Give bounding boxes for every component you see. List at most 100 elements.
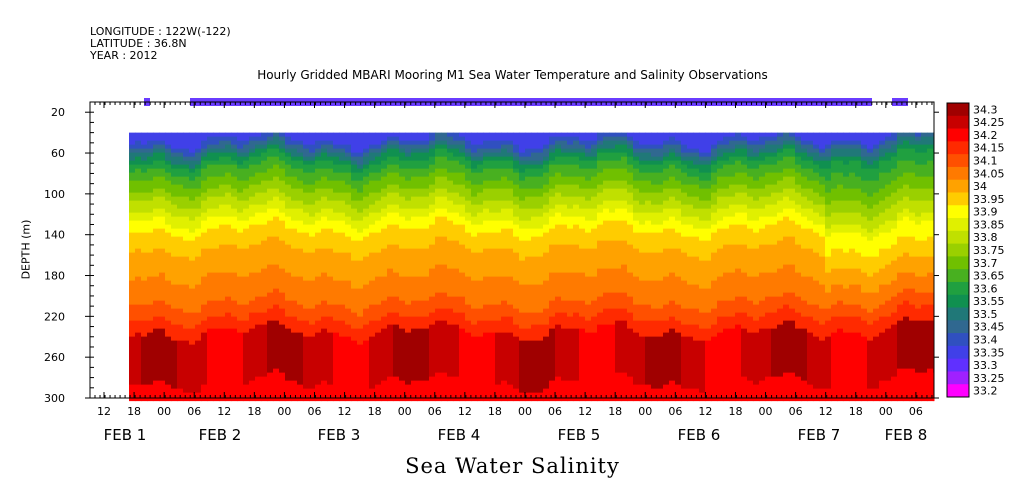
salinity-cell — [219, 352, 226, 358]
salinity-cell — [153, 324, 160, 330]
salinity-cell — [339, 252, 346, 258]
salinity-cell — [501, 248, 508, 254]
salinity-cell — [279, 304, 286, 310]
salinity-cell — [363, 168, 370, 174]
salinity-cell — [567, 232, 574, 238]
salinity-cell — [429, 220, 436, 226]
salinity-cell — [537, 288, 544, 294]
salinity-cell — [303, 288, 310, 294]
salinity-cell — [555, 372, 562, 378]
salinity-cell — [195, 292, 202, 298]
salinity-cell — [423, 188, 430, 194]
salinity-cell — [183, 364, 190, 370]
salinity-cell — [351, 376, 358, 382]
salinity-cell — [471, 200, 478, 206]
salinity-cell — [531, 336, 538, 342]
salinity-cell — [279, 156, 286, 162]
salinity-cell — [423, 204, 430, 210]
salinity-cell — [177, 320, 184, 326]
salinity-cell — [369, 388, 376, 394]
salinity-cell — [549, 212, 556, 218]
salinity-cell — [483, 376, 490, 382]
salinity-cell — [531, 200, 538, 206]
salinity-cell — [363, 376, 370, 382]
salinity-cell — [195, 340, 202, 346]
salinity-cell — [387, 304, 394, 310]
salinity-cell — [531, 284, 538, 290]
salinity-cell — [537, 168, 544, 174]
salinity-cell — [423, 232, 430, 238]
salinity-cell — [129, 272, 136, 278]
salinity-cell — [315, 232, 322, 238]
salinity-cell — [513, 240, 520, 246]
salinity-cell — [195, 260, 202, 266]
salinity-cell — [453, 216, 460, 222]
salinity-cell — [249, 304, 256, 310]
salinity-cell — [327, 228, 334, 234]
salinity-cell — [267, 220, 274, 226]
salinity-cell — [315, 228, 322, 234]
salinity-cell — [297, 388, 304, 394]
salinity-cell — [291, 232, 298, 238]
salinity-cell — [549, 144, 556, 150]
salinity-cell — [537, 188, 544, 194]
salinity-cell — [423, 268, 430, 274]
salinity-cell — [405, 312, 412, 318]
salinity-cell — [369, 248, 376, 254]
salinity-cell — [519, 220, 526, 226]
salinity-cell — [147, 328, 154, 334]
salinity-cell — [489, 308, 496, 314]
salinity-cell — [345, 360, 352, 366]
salinity-cell — [345, 280, 352, 286]
salinity-cell — [447, 212, 454, 218]
salinity-cell — [153, 148, 160, 154]
salinity-cell — [501, 240, 508, 246]
salinity-cell — [519, 332, 526, 338]
salinity-cell — [369, 268, 376, 274]
salinity-cell — [477, 160, 484, 166]
salinity-cell — [435, 252, 442, 258]
salinity-cell — [363, 264, 370, 270]
salinity-cell — [201, 144, 208, 150]
salinity-cell — [435, 316, 442, 322]
salinity-cell — [561, 192, 568, 198]
salinity-cell — [231, 272, 238, 278]
salinity-cell — [537, 136, 544, 142]
salinity-cell — [231, 248, 238, 254]
salinity-cell — [243, 156, 250, 162]
salinity-cell — [291, 328, 298, 334]
salinity-cell — [567, 324, 574, 330]
salinity-cell — [261, 280, 268, 286]
salinity-cell — [429, 296, 436, 302]
salinity-cell — [219, 388, 226, 394]
salinity-cell — [297, 276, 304, 282]
salinity-cell — [225, 236, 232, 242]
salinity-cell — [231, 208, 238, 214]
salinity-cell — [537, 184, 544, 190]
salinity-cell — [303, 192, 310, 198]
salinity-cell — [171, 388, 178, 394]
salinity-cell — [165, 360, 172, 366]
salinity-cell — [207, 224, 214, 230]
salinity-cell — [261, 160, 268, 166]
salinity-cell — [345, 228, 352, 234]
salinity-cell — [315, 348, 322, 354]
salinity-cell — [321, 304, 328, 310]
salinity-cell — [261, 224, 268, 230]
salinity-cell — [471, 204, 478, 210]
salinity-cell — [303, 344, 310, 350]
salinity-cell — [165, 300, 172, 306]
salinity-cell — [531, 352, 538, 358]
salinity-cell — [417, 280, 424, 286]
salinity-cell — [183, 260, 190, 266]
salinity-cell — [177, 272, 184, 278]
salinity-cell — [297, 252, 304, 258]
salinity-cell — [399, 372, 406, 378]
salinity-cell — [309, 172, 316, 178]
salinity-cell — [159, 200, 166, 206]
salinity-cell — [345, 132, 352, 138]
salinity-cell — [471, 388, 478, 394]
salinity-cell — [573, 168, 580, 174]
salinity-cell — [357, 296, 364, 302]
salinity-cell — [399, 208, 406, 214]
